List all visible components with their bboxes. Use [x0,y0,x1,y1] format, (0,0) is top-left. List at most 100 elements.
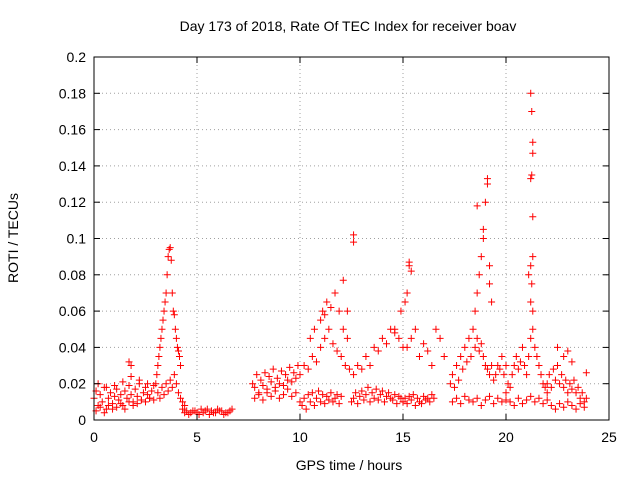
data-point [337,352,345,360]
data-point [391,391,399,399]
data-point [578,389,586,397]
data-point [481,362,489,370]
data-point [292,389,300,397]
data-point [167,256,175,264]
data-point [121,405,129,413]
data-point [473,394,481,402]
data-point [157,334,165,342]
x-axis-label: GPS time / hours [296,457,403,473]
data-point [166,244,174,252]
data-point [529,138,537,146]
data-point [481,396,489,404]
data-point [161,298,169,306]
data-point [529,325,537,333]
data-point [543,396,551,404]
data-point [125,398,133,406]
data-point [168,383,176,391]
data-point [137,396,145,404]
data-point [486,262,494,270]
data-point [345,365,353,373]
data-point [267,392,275,400]
data-point [323,392,331,400]
data-point [327,303,335,311]
data-point [562,376,570,384]
x-tick-label: 5 [193,429,201,445]
data-point [568,385,576,393]
data-point [280,391,288,399]
data-point [490,376,498,384]
data-point [189,407,197,415]
data-point [479,225,487,233]
data-point [319,391,327,399]
data-point [113,403,121,411]
data-point [171,325,179,333]
data-point [568,401,576,409]
data-point [498,352,506,360]
data-point [504,380,512,388]
data-point [160,391,168,399]
data-point [144,380,152,388]
data-point [527,392,535,400]
data-point [275,380,283,388]
data-point [263,389,271,397]
data-point [298,401,306,409]
data-point [327,389,335,397]
data-point [547,383,555,391]
data-point [310,401,318,409]
data-point [304,365,312,373]
data-point [393,400,401,408]
data-point [403,400,411,408]
data-point [111,392,119,400]
data-point [160,307,168,315]
data-point [471,343,479,351]
data-point [490,400,498,408]
data-point [139,389,147,397]
data-point [376,391,384,399]
data-point [498,398,506,406]
data-point [106,389,114,397]
data-point [528,107,536,115]
data-point [339,276,347,284]
data-point [378,387,386,395]
data-point [506,398,514,406]
data-point [506,383,514,391]
data-point [508,371,516,379]
y-tick-label: 0.1 [67,231,87,247]
data-point [96,391,104,399]
data-point [527,175,535,183]
data-point [383,340,391,348]
data-point [465,334,473,342]
data-point [125,382,133,390]
data-point [556,380,564,388]
data-point [209,409,217,417]
data-point [146,394,154,402]
data-point [354,400,362,408]
data-point [284,376,292,384]
y-tick-label: 0.06 [59,303,86,319]
data-point [164,387,172,395]
data-point [275,394,283,402]
data-point [463,358,471,366]
data-point [383,392,391,400]
data-point [294,362,302,370]
data-point [168,289,176,297]
data-point [96,403,104,411]
data-point [467,352,475,360]
data-point [514,365,522,373]
data-point [527,298,535,306]
data-point [133,400,141,408]
data-point [539,400,547,408]
data-point [486,280,494,288]
data-point [104,394,112,402]
data-point [401,394,409,402]
data-point [486,392,494,400]
data-point [317,316,325,324]
data-point [282,371,290,379]
data-point [385,389,393,397]
data-point [582,369,590,377]
data-point [413,394,421,402]
data-point [354,362,362,370]
data-point [366,398,374,406]
